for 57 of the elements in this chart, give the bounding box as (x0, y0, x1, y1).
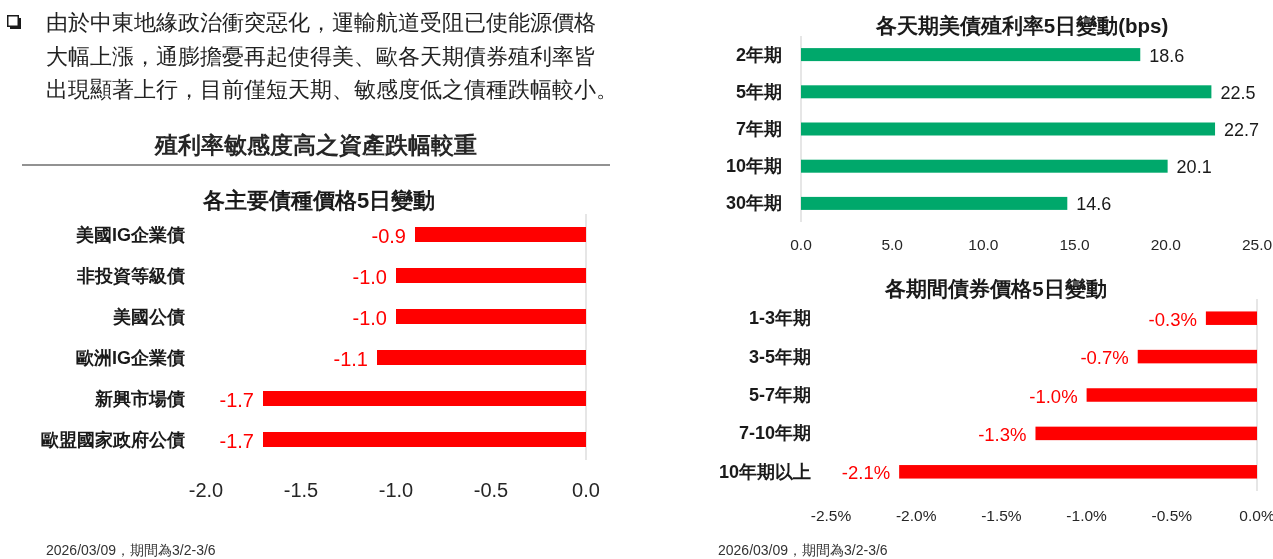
title: 各天期美債殖利率5日變動(bps) (875, 13, 1169, 37)
tick-label: 20.0 (1150, 235, 1181, 253)
data-label: -1.1 (333, 347, 368, 370)
data-label: -0.7% (1080, 347, 1129, 369)
data-label: -1.0% (1029, 385, 1078, 407)
tick-label: -1.0% (1066, 506, 1107, 524)
annotation: 由於中東地緣政治衝突惡化，運輸航道受阻已使能源價格 (46, 10, 596, 35)
category-label: 歐洲IG企業債 (76, 347, 185, 368)
tick-label: 10.0 (968, 235, 999, 253)
data-label: 22.5 (1220, 82, 1256, 103)
title: 殖利率敏感度高之資產跌幅較重 (155, 132, 477, 158)
tick-label: 0.0 (790, 235, 812, 253)
data-label: 14.6 (1076, 194, 1112, 215)
data-label: -1.7 (219, 388, 254, 411)
data-label: -1.0 (352, 306, 387, 329)
category-label: 歐盟國家政府公債 (41, 429, 185, 450)
data-label: 18.6 (1149, 45, 1185, 66)
category-label: 7年期 (736, 119, 782, 139)
category-label: 非投資等級債 (77, 265, 185, 286)
category-label: 美國IG企業債 (76, 224, 185, 245)
tick-label: -2.0 (188, 479, 224, 501)
tick-label: -1.0 (378, 479, 414, 501)
data-label: 22.7 (1224, 120, 1260, 140)
title: 各期間債券價格5日變動 (885, 276, 1107, 300)
category-label: 7-10年期 (738, 423, 811, 444)
category-label: 5年期 (736, 81, 782, 102)
tick-label: 25.0 (1241, 235, 1273, 253)
data-label: 20.1 (1176, 157, 1212, 178)
tick-label: -0.5 (473, 479, 509, 501)
annotation: 2026/03/09，期間為3/2-3/6 (718, 542, 888, 558)
data-label: -1.0 (352, 265, 387, 288)
data-label: -0.3% (1148, 308, 1197, 330)
tick-label: -1.5 (283, 479, 319, 501)
category-label: 5-7年期 (749, 385, 811, 405)
tick-label: -2.0% (895, 506, 937, 524)
annotation: 2026/03/09，期間為3/2-3/6 (46, 542, 216, 558)
annotation: 大幅上漲，通膨擔憂再起使得美、歐各天期債券殖利率皆 (46, 43, 596, 69)
category-label: 美國公債 (113, 306, 185, 327)
category-label: 10年期以上 (718, 461, 811, 482)
category-label: 1-3年期 (749, 308, 811, 329)
category-label: 新興市場債 (95, 388, 185, 409)
category-label: 10年期 (725, 156, 782, 177)
annotation: 出現顯著上行，目前僅短天期、敏感度低之債種跌幅較小。 (46, 77, 618, 102)
category-label: 2年期 (736, 44, 782, 65)
tick-label: 15.0 (1059, 235, 1090, 253)
title: 各主要債種價格5日變動 (202, 187, 436, 213)
tick-label: -2.5% (810, 506, 852, 524)
data-label: -0.9 (371, 224, 406, 247)
category-label: 30年期 (725, 193, 782, 214)
tick-label: 0.0 (572, 479, 600, 501)
tick-label: 5.0 (881, 235, 903, 253)
data-label: -1.3% (978, 423, 1027, 445)
tick-label: -1.5% (981, 506, 1022, 524)
category-label: 3-5年期 (749, 346, 811, 367)
tick-label: -0.5% (1151, 506, 1193, 524)
data-label: -2.1% (841, 462, 891, 484)
data-label: -1.7 (219, 429, 254, 452)
